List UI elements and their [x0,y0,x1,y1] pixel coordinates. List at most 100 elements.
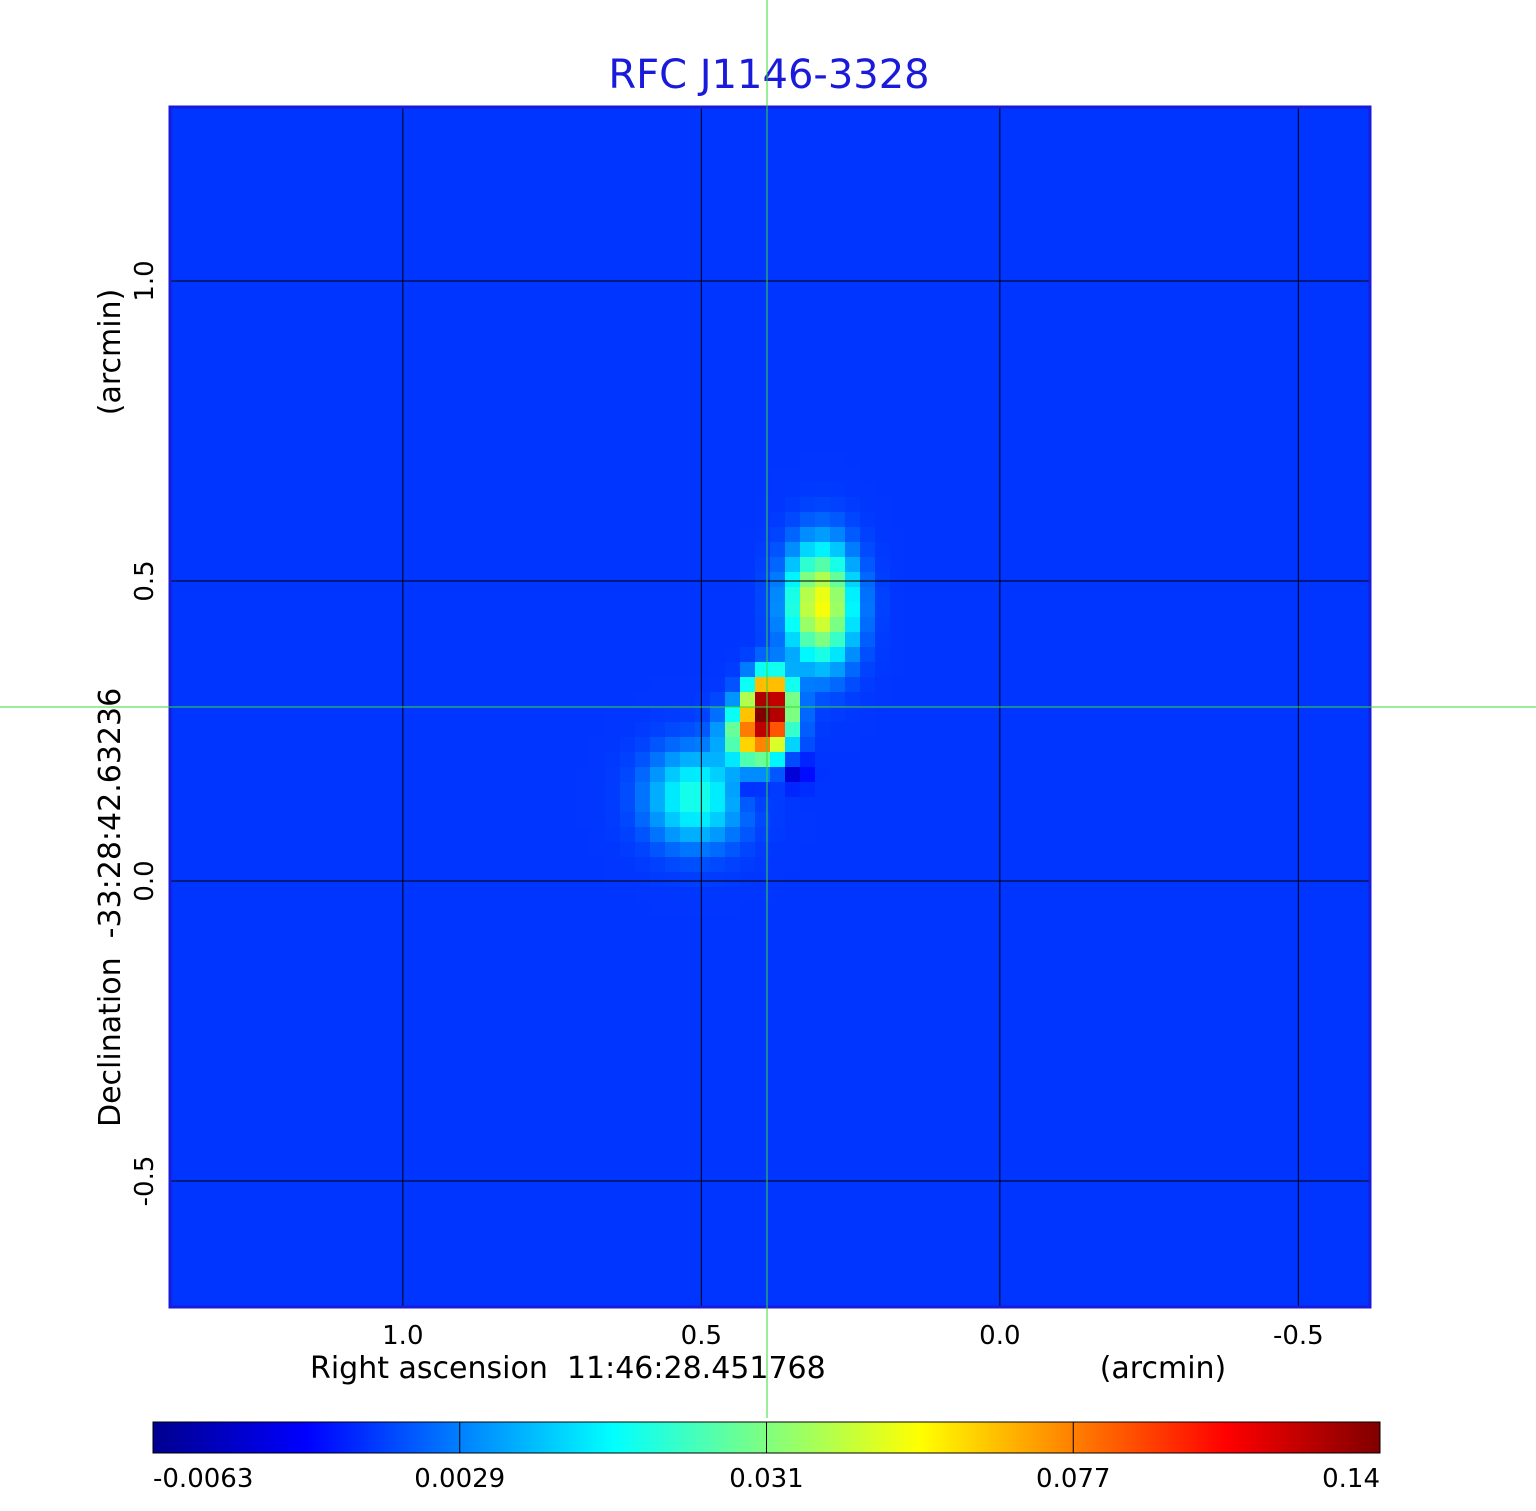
heatmap-cell [380,497,396,513]
heatmap-cell [1160,587,1176,603]
heatmap-cell [350,962,366,978]
heatmap-cell [275,227,291,243]
heatmap-cell [710,527,726,543]
heatmap-cell [995,752,1011,768]
heatmap-cell [185,152,201,168]
heatmap-cell [575,677,591,693]
heatmap-cell [605,437,621,453]
heatmap-cell [320,1022,336,1038]
heatmap-cell [1010,947,1026,963]
heatmap-cell [1220,227,1236,243]
heatmap-cell [245,242,261,258]
heatmap-cell [260,887,276,903]
heatmap-cell [1190,107,1206,123]
heatmap-cell [410,392,426,408]
heatmap-cell [185,167,201,183]
heatmap-cell [1310,122,1326,138]
heatmap-cell [485,242,501,258]
heatmap-cell [1265,272,1281,288]
heatmap-cell [905,872,921,888]
heatmap-cell [950,962,966,978]
heatmap-cell [560,572,576,588]
heatmap-cell [560,347,576,363]
heatmap-cell [1250,947,1266,963]
heatmap-cell [215,812,231,828]
heatmap-cell [935,272,951,288]
heatmap-cell [650,212,666,228]
heatmap-cell [215,1022,231,1038]
heatmap-cell [1220,542,1236,558]
heatmap-cell [440,767,456,783]
heatmap-cell [860,572,876,588]
heatmap-cell [1040,137,1056,153]
heatmap-cell [575,422,591,438]
heatmap-cell [1355,872,1370,888]
heatmap-cell [455,497,471,513]
heatmap-cell [470,797,486,813]
heatmap-cell [920,617,936,633]
heatmap-cell [575,152,591,168]
heatmap-cell [830,632,846,648]
heatmap-cell [875,647,891,663]
heatmap-cell [1265,317,1281,333]
heatmap-cell [905,407,921,423]
heatmap-cell [560,107,576,123]
heatmap-cell [1340,407,1356,423]
heatmap-cell [1265,917,1281,933]
heatmap-cell [305,842,321,858]
heatmap-cell [590,392,606,408]
heatmap-cell [1295,242,1311,258]
heatmap-cell [440,602,456,618]
heatmap-cell [530,152,546,168]
heatmap-cell [200,1022,216,1038]
heatmap-cell [860,347,876,363]
heatmap-cell [860,362,876,378]
heatmap-cell [890,707,906,723]
heatmap-cell [245,902,261,918]
heatmap-cell [1250,542,1266,558]
heatmap-cell [995,902,1011,918]
heatmap-cell [725,512,741,528]
heatmap-cell [1025,362,1041,378]
heatmap-cell [425,752,441,768]
heatmap-cell [1115,662,1131,678]
heatmap-cell [1040,347,1056,363]
heatmap-cell [365,677,381,693]
heatmap-cell [1295,332,1311,348]
heatmap-cell [305,527,321,543]
heatmap-cell [680,617,696,633]
heatmap-cell [320,197,336,213]
heatmap-cell [1100,392,1116,408]
heatmap-cell [1100,242,1116,258]
heatmap-cell [200,902,216,918]
heatmap-cell [815,917,831,933]
heatmap-cell [590,977,606,993]
heatmap-cell [410,242,426,258]
heatmap-cell [1205,857,1221,873]
heatmap-cell [1025,737,1041,753]
heatmap-cell [800,557,816,573]
heatmap-cell [680,782,696,798]
heatmap-cell [425,827,441,843]
heatmap-cell [185,257,201,273]
heatmap-cell [905,272,921,288]
heatmap-cell [710,347,726,363]
heatmap-cell [1250,902,1266,918]
heatmap-cell [560,137,576,153]
heatmap-cell [1325,212,1341,228]
heatmap-cell [530,782,546,798]
heatmap-cell [1130,812,1146,828]
heatmap-cell [950,812,966,828]
heatmap-cell [1130,182,1146,198]
heatmap-cell [920,707,936,723]
heatmap-cell [770,632,786,648]
heatmap-cell [560,497,576,513]
heatmap-cell [1250,137,1266,153]
heatmap-cell [425,557,441,573]
heatmap-cell [1265,752,1281,768]
heatmap-cell [365,122,381,138]
heatmap-cell [1250,422,1266,438]
heatmap-cell [245,137,261,153]
heatmap-cell [920,947,936,963]
heatmap-cell [725,302,741,318]
